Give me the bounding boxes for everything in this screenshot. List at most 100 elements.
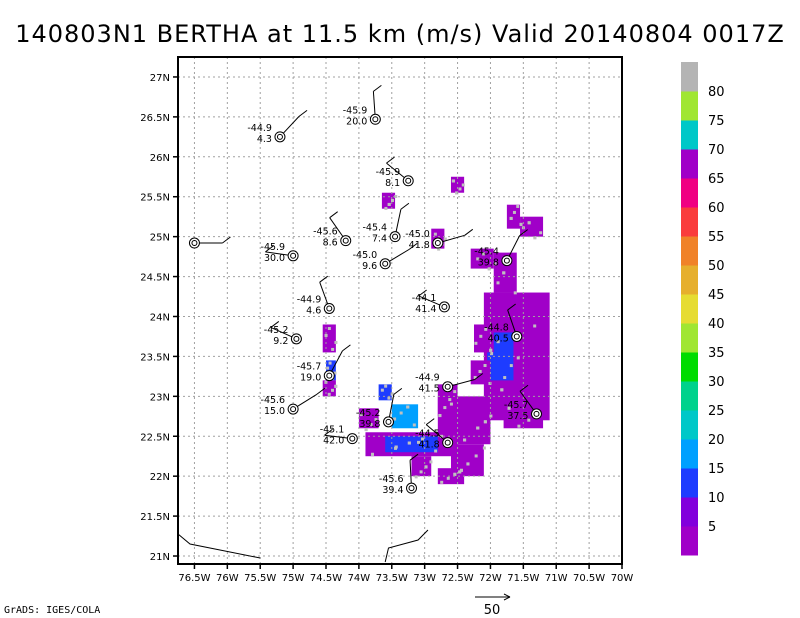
shading-speck (399, 411, 403, 415)
wind-barb-flag (342, 344, 351, 352)
shading-speck (533, 324, 537, 328)
wind-barb-flag (519, 229, 528, 237)
station-marker-outer (323, 370, 335, 382)
shading-speck (519, 222, 523, 226)
colorbar-segment (681, 62, 698, 92)
station-temperature-label: -45.9 (376, 167, 401, 178)
shading-cell (520, 216, 544, 237)
chart-title: 140803N1 BERTHA at 11.5 km (m/s) Valid 2… (15, 20, 785, 48)
station-marker-inner (276, 133, 283, 140)
colorbar-label: 20 (708, 433, 725, 448)
x-tick-label: 74.5W (310, 573, 342, 584)
shading-speck (364, 428, 368, 432)
shading-speck (446, 476, 450, 480)
station-temperature-label: -44.1 (412, 293, 437, 304)
wind-barb-flag (409, 453, 419, 461)
shading-speck (384, 206, 388, 210)
station-speed-label: 41.8 (419, 440, 440, 451)
shading-speck (440, 434, 444, 438)
station-speed-label: 40.5 (488, 333, 509, 344)
station-marker-inner (290, 406, 297, 413)
shading-speck (334, 340, 338, 344)
shading-speck (516, 204, 520, 208)
shading-speck (453, 390, 457, 394)
station-marker-inner (434, 240, 441, 247)
colorbar-label: 75 (708, 114, 725, 129)
wind-barb-flag (386, 156, 395, 164)
station-speed-label: 30.0 (264, 253, 285, 264)
colorbar-label: 40 (708, 317, 725, 332)
station-speed-label: 37.5 (507, 411, 528, 422)
station-speed-label: 8.6 (323, 238, 338, 249)
station-speed-label: 41.5 (419, 384, 440, 395)
x-tick-label: 71W (545, 573, 568, 584)
station-marker-inner (326, 372, 333, 379)
station-temperature-label: -45.1 (320, 425, 345, 436)
edge-barb (384, 529, 429, 563)
colorbar: 5 10 15 20 25 30 35 40 45 50 55 60 65 70 75 80 (681, 62, 725, 556)
wind-barb-flag (408, 242, 418, 250)
shading-speck (359, 413, 363, 417)
shading-speck (424, 465, 428, 469)
shading-speck (466, 462, 470, 466)
shading-speck (527, 221, 531, 225)
shading-speck (458, 187, 462, 191)
station-temperature-label: -45.2 (356, 408, 381, 419)
shading-speck (513, 291, 517, 295)
shading-speck (414, 475, 418, 479)
reference-arrowhead (503, 593, 511, 601)
shading-speck (328, 361, 332, 365)
shading-cell (391, 404, 419, 429)
shading-speck (533, 236, 537, 240)
shading-speck (327, 326, 331, 330)
y-tick-label: 23N (150, 392, 170, 403)
colorbar-label: 80 (708, 85, 725, 100)
colorbar-label: 10 (708, 491, 725, 506)
observations: -44.94.3-45.920.0-45.98.1-45.930.0-45.68… (188, 84, 542, 496)
shading-speck (433, 232, 437, 236)
y-tick-label: 22N (150, 472, 170, 483)
station-marker-outer (287, 403, 299, 415)
colorbar-label: 30 (708, 375, 725, 390)
station-marker-outer (389, 231, 401, 243)
shading-speck (448, 398, 452, 402)
colorbar-segment (681, 265, 698, 295)
colorbar-label: 60 (708, 201, 725, 216)
shading-speck (509, 364, 513, 368)
y-tick-label: 21.5N (140, 512, 170, 523)
shading-speck (527, 418, 531, 422)
shading-speck (478, 369, 482, 373)
station-temperature-label: -44.5 (415, 429, 440, 440)
colorbar-label: 15 (708, 462, 725, 477)
shading-speck (512, 210, 516, 214)
shading-speck (455, 191, 459, 195)
x-tick-label: 72W (479, 573, 502, 584)
y-tick-label: 24.5N (140, 273, 170, 284)
station-marker-outer (188, 237, 200, 249)
x-tick-label: 74W (348, 573, 371, 584)
x-tick-label: 75.5W (244, 573, 276, 584)
shading-speck (483, 420, 487, 424)
shading-speck (434, 449, 438, 453)
y-tick-label: 24N (150, 312, 170, 323)
wind-barb-flag (393, 387, 403, 395)
wind-barb-flag (319, 275, 329, 283)
shading-speck (369, 423, 373, 427)
shading-speck (503, 376, 507, 380)
x-tick-label: 73W (413, 573, 436, 584)
wind-barb-flag (425, 418, 435, 426)
wind-barb-flag (265, 245, 274, 253)
station-marker-inner (342, 237, 349, 244)
station-speed-label: 39.4 (382, 485, 403, 496)
plot-frame (177, 56, 623, 565)
station-marker-inner (441, 303, 448, 310)
reference-vector: 50 (475, 593, 511, 618)
station-marker-outer (501, 255, 513, 267)
shading-speck (380, 388, 384, 392)
x-tick-label: 75W (282, 573, 305, 584)
colorbar-label: 55 (708, 230, 725, 245)
shading-speck (333, 371, 337, 375)
shading-speck (387, 396, 391, 400)
colorbar-label: 45 (708, 288, 725, 303)
shading-speck (516, 356, 520, 360)
